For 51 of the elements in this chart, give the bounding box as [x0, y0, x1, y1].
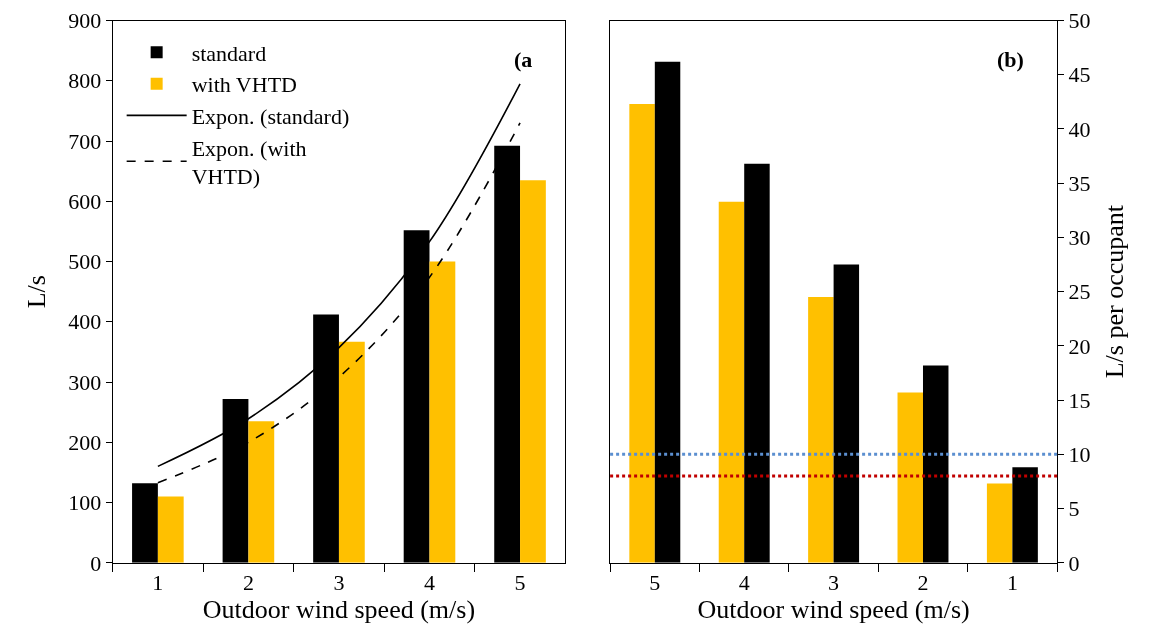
bar — [718, 201, 745, 563]
legend-label: standard — [191, 40, 267, 66]
bar — [520, 180, 546, 563]
x-axis-title: Outdoor wind speed (m/s) — [202, 595, 476, 625]
legend-label: Expon. (with VHTD) — [191, 135, 307, 190]
bar — [808, 297, 834, 563]
y2-tick-label: 15 — [1068, 387, 1091, 413]
x-tick-label: 1 — [152, 570, 164, 596]
y2-tick-label: 20 — [1068, 333, 1091, 359]
y-tick-label: 700 — [68, 128, 102, 154]
x-tick-label: 4 — [738, 570, 750, 596]
bar — [338, 341, 365, 563]
y2-tick-label: 45 — [1068, 62, 1091, 88]
y2-tick-label: 30 — [1068, 225, 1091, 251]
x-tick-label: 3 — [333, 570, 345, 596]
y-axis-title: L/s — [21, 275, 51, 309]
y2-tick-label: 5 — [1068, 496, 1080, 522]
y-tick-label: 900 — [68, 8, 102, 34]
annotation: (a — [514, 47, 533, 72]
bar — [429, 261, 456, 563]
y-tick-label: 300 — [68, 369, 102, 395]
y-tick-label: 0 — [90, 550, 102, 576]
y-tick-label: 800 — [68, 68, 102, 94]
x-tick-label: 4 — [423, 570, 435, 596]
x-tick-label: 2 — [242, 570, 254, 596]
y2-tick-label: 0 — [1068, 550, 1080, 576]
y-tick-label: 500 — [68, 249, 102, 275]
bar — [157, 496, 184, 563]
y2-axis-title: L/s per occupant — [1100, 204, 1130, 379]
x-tick-label: 2 — [917, 570, 929, 596]
x-tick-label: 5 — [649, 570, 661, 596]
y2-tick-label: 25 — [1068, 279, 1091, 305]
x-tick-label: 1 — [1006, 570, 1018, 596]
legend-label: Expon. (standard) — [191, 103, 350, 129]
bar — [629, 104, 655, 563]
y-tick-label: 100 — [68, 490, 102, 516]
bar — [248, 421, 275, 563]
bar — [897, 392, 923, 563]
x-tick-label: 5 — [514, 570, 526, 596]
y2-tick-label: 35 — [1068, 170, 1091, 196]
legend-label: with VHTD — [191, 72, 297, 98]
x-tick-label: 3 — [828, 570, 840, 596]
y-tick-label: 200 — [68, 429, 102, 455]
x-axis-title: Outdoor wind speed (m/s) — [697, 595, 970, 625]
y2-tick-label: 50 — [1068, 8, 1091, 34]
y2-tick-label: 40 — [1068, 116, 1091, 142]
y2-tick-label: 10 — [1068, 442, 1091, 468]
y-tick-label: 600 — [68, 188, 102, 214]
annotation: (b) — [997, 47, 1024, 72]
y-tick-label: 400 — [68, 309, 102, 335]
bar — [986, 483, 1013, 563]
